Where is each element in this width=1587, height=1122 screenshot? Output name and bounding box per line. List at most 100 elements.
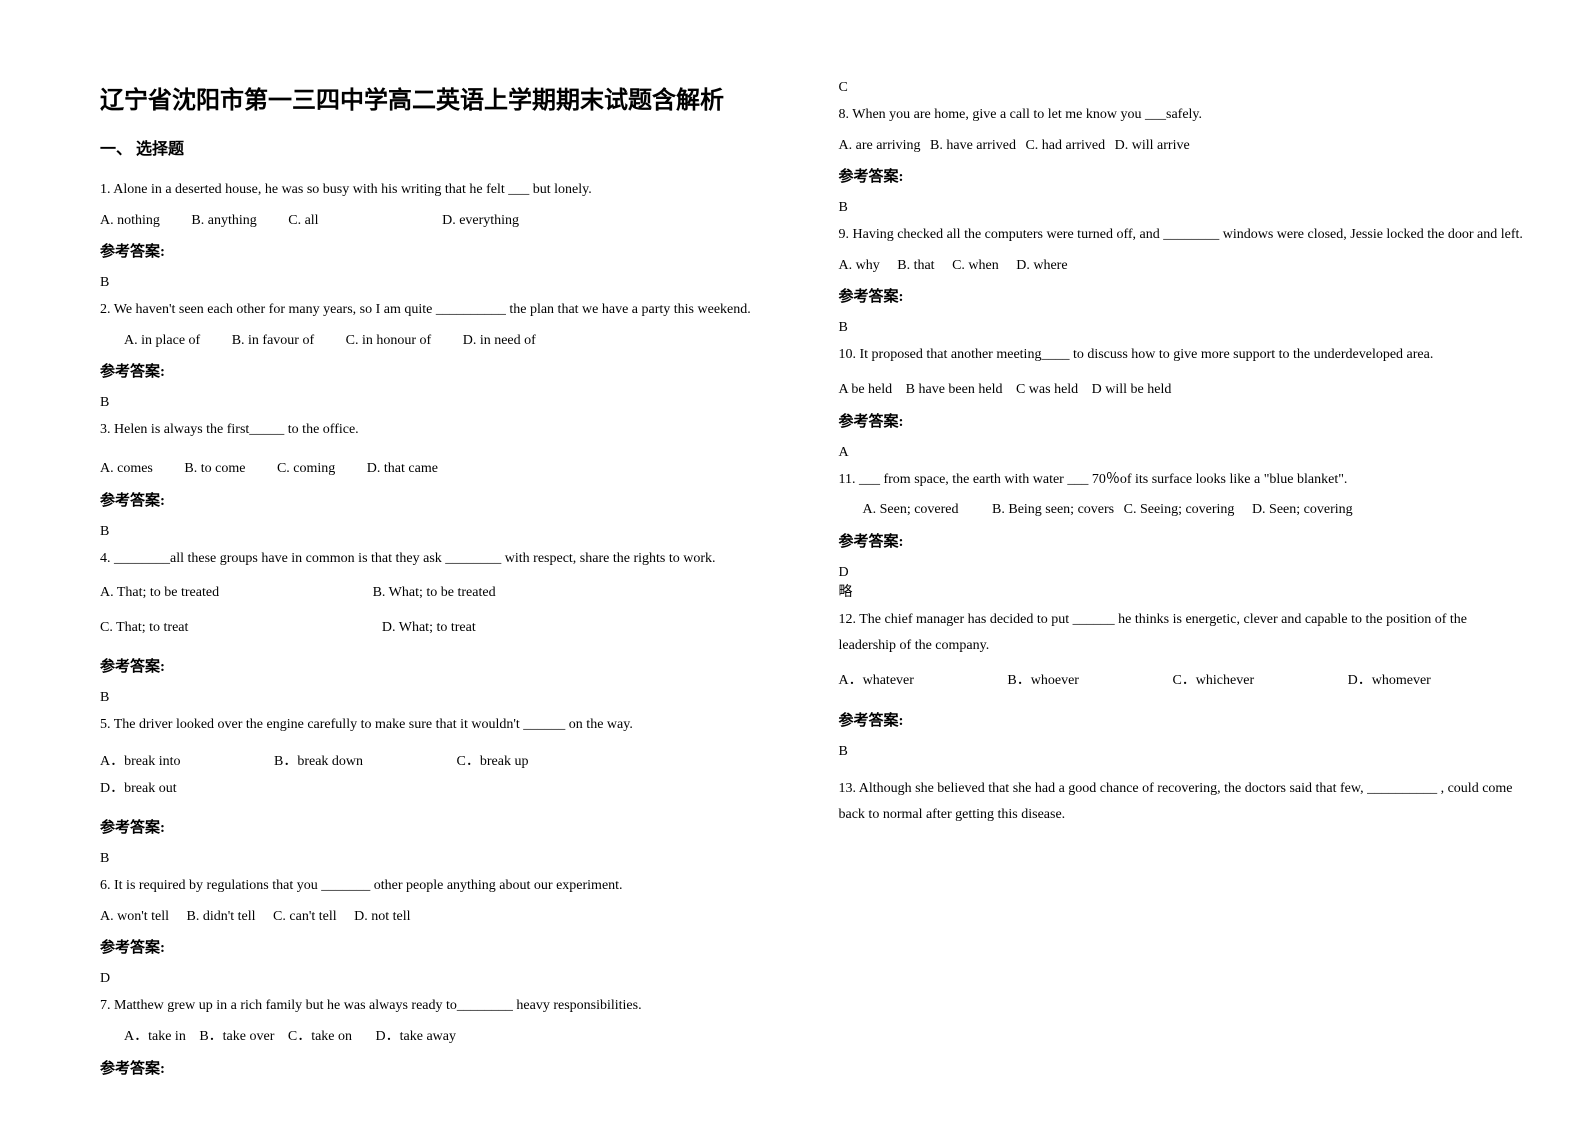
q10-answer: A: [839, 445, 1528, 461]
question-8: 8. When you are home, give a call to let…: [839, 102, 1528, 129]
q1-opt-d: D. everything: [442, 208, 519, 235]
q4-opt-c: C. That; to treat: [100, 615, 188, 642]
q2-answer: B: [100, 395, 789, 411]
q1-opt-c: C. all: [288, 208, 318, 235]
question-4: 4. ________all these groups have in comm…: [100, 546, 789, 573]
q7-opt-a: A．take in: [124, 1024, 186, 1051]
question-5: 5. The driver looked over the engine car…: [100, 712, 789, 739]
question-11-options: A. Seen; covered B. Being seen; covers C…: [839, 497, 1528, 524]
q9-opt-a: A. why: [839, 253, 880, 280]
answer-label: 参考答案:: [100, 936, 789, 957]
q5-answer: B: [100, 851, 789, 867]
q6-opt-d: D. not tell: [354, 904, 410, 931]
answer-label: 参考答案:: [839, 709, 1528, 730]
q1-opt-b: B. anything: [191, 208, 256, 235]
question-10: 10. It proposed that another meeting____…: [839, 342, 1528, 369]
q7-opt-b: B．take over: [199, 1024, 274, 1051]
answer-label: 参考答案:: [100, 1057, 789, 1078]
q11-skip: 略: [839, 581, 1528, 601]
q8-opt-a: A. are arriving: [839, 133, 921, 160]
q9-opt-b: B. that: [897, 253, 934, 280]
answer-label: 参考答案:: [100, 240, 789, 261]
q1-answer: B: [100, 275, 789, 291]
q11-opt-d: D. Seen; covering: [1252, 497, 1353, 524]
answer-label: 参考答案:: [100, 655, 789, 676]
answer-label: 参考答案:: [100, 489, 789, 510]
q5-opt-d: D．break out: [100, 776, 177, 803]
page-title: 辽宁省沈阳市第一三四中学高二英语上学期期末试题含解析: [100, 80, 789, 115]
question-1: 1. Alone in a deserted house, he was so …: [100, 177, 789, 204]
question-3: 3. Helen is always the first_____ to the…: [100, 417, 789, 444]
exam-page: 辽宁省沈阳市第一三四中学高二英语上学期期末试题含解析 一、 选择题 1. Alo…: [0, 0, 1587, 1122]
q10-opt-d: D will be held: [1092, 377, 1172, 404]
q12-opt-a: A．whatever: [839, 668, 914, 695]
answer-label: 参考答案:: [839, 165, 1528, 186]
question-12-options: A．whatever B．whoever C．whichever D．whome…: [839, 668, 1528, 695]
question-2-options: A. in place of B. in favour of C. in hon…: [100, 328, 789, 355]
question-3-options: A. comes B. to come C. coming D. that ca…: [100, 456, 789, 483]
answer-label: 参考答案:: [839, 530, 1528, 551]
question-9: 9. Having checked all the computers were…: [839, 222, 1528, 249]
q11-opt-c: C. Seeing; covering: [1124, 497, 1235, 524]
q3-answer: B: [100, 524, 789, 540]
question-4-options-row2: C. That; to treat D. What; to treat: [100, 615, 789, 642]
q12-answer: B: [839, 744, 1528, 760]
answer-label: 参考答案:: [100, 816, 789, 837]
q12-opt-b: B．whoever: [1007, 668, 1079, 695]
q3-opt-d: D. that came: [367, 456, 438, 483]
q6-opt-b: B. didn't tell: [187, 904, 256, 931]
q4-opt-b: B. What; to be treated: [373, 580, 496, 607]
q11-opt-a: A. Seen; covered: [863, 497, 959, 524]
q9-opt-d: D. where: [1016, 253, 1067, 280]
answer-label: 参考答案:: [839, 410, 1528, 431]
q5-opt-b: B．break down: [274, 749, 363, 776]
q3-opt-b: B. to come: [184, 456, 245, 483]
q2-opt-b: B. in favour of: [232, 328, 314, 355]
question-4-options-row1: A. That; to be treated B. What; to be tr…: [100, 580, 789, 607]
q7-answer: C: [839, 80, 1528, 96]
q8-opt-c: C. had arrived: [1025, 133, 1105, 160]
q6-answer: D: [100, 971, 789, 987]
q8-opt-d: D. will arrive: [1115, 133, 1190, 160]
q6-opt-c: C. can't tell: [273, 904, 337, 931]
q4-opt-a: A. That; to be treated: [100, 580, 219, 607]
q4-opt-d: D. What; to treat: [382, 615, 476, 642]
q8-opt-b: B. have arrived: [930, 133, 1016, 160]
q5-opt-c: C．break up: [457, 749, 529, 776]
q2-opt-d: D. in need of: [463, 328, 536, 355]
q7-opt-c: C．take on: [288, 1024, 352, 1051]
question-11: 11. ___ from space, the earth with water…: [839, 467, 1528, 494]
question-2: 2. We haven't seen each other for many y…: [100, 297, 789, 324]
section-header: 一、 选择题: [100, 135, 789, 159]
question-5-options: A．break into B．break down C．break up D．b…: [100, 749, 789, 802]
q10-opt-b: B have been held: [906, 377, 1003, 404]
q2-opt-c: C. in honour of: [346, 328, 432, 355]
q2-opt-a: A. in place of: [124, 328, 200, 355]
q12-opt-c: C．whichever: [1172, 668, 1254, 695]
q9-answer: B: [839, 320, 1528, 336]
question-1-options: A. nothing B. anything C. all D. everyth…: [100, 208, 789, 235]
question-12: 12. The chief manager has decided to put…: [839, 607, 1528, 660]
question-9-options: A. why B. that C. when D. where: [839, 253, 1528, 280]
q9-opt-c: C. when: [952, 253, 999, 280]
answer-label: 参考答案:: [100, 360, 789, 381]
q10-opt-a: A be held: [839, 377, 893, 404]
q11-answer: D: [839, 565, 1528, 581]
q6-opt-a: A. won't tell: [100, 904, 169, 931]
q8-answer: B: [839, 200, 1528, 216]
q12-opt-d: D．whomever: [1348, 668, 1431, 695]
q1-opt-a: A. nothing: [100, 208, 160, 235]
q3-opt-a: A. comes: [100, 456, 153, 483]
question-7: 7. Matthew grew up in a rich family but …: [100, 993, 789, 1020]
answer-label: 参考答案:: [839, 285, 1528, 306]
question-7-options: A．take in B．take over C．take on D．take a…: [100, 1024, 789, 1051]
question-10-options: A be held B have been held C was held D …: [839, 377, 1528, 404]
question-6: 6. It is required by regulations that yo…: [100, 873, 789, 900]
q7-opt-d: D．take away: [376, 1024, 456, 1051]
q11-opt-b: B. Being seen; covers: [992, 497, 1114, 524]
q4-answer: B: [100, 690, 789, 706]
question-8-options: A. are arriving B. have arrived C. had a…: [839, 133, 1528, 160]
q3-opt-c: C. coming: [277, 456, 335, 483]
q10-opt-c: C was held: [1016, 377, 1078, 404]
question-6-options: A. won't tell B. didn't tell C. can't te…: [100, 904, 789, 931]
